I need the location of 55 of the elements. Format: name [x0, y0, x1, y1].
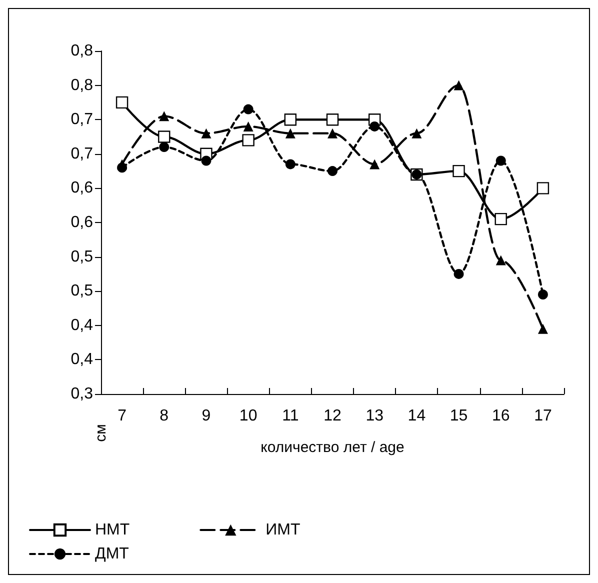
y-tick-label: 0,4 — [70, 316, 94, 334]
point — [454, 80, 464, 90]
y-tick-label: 0,5 — [70, 282, 94, 300]
y-tick-label: 0,5 — [70, 248, 94, 266]
legend-label: ДМТ — [95, 546, 130, 562]
point — [201, 156, 212, 166]
y-tick-label: 0,7 — [70, 145, 94, 162]
y-tick-label: 0,4 — [70, 351, 94, 368]
point — [158, 130, 170, 143]
y-axis-title: см — [92, 424, 110, 442]
legend-label: ИМТ — [266, 522, 300, 538]
point — [328, 128, 338, 138]
x-tick-label: 13 — [366, 408, 384, 424]
x-tick-label: 16 — [492, 408, 510, 424]
legend-label: НМТ — [95, 522, 130, 538]
point — [328, 166, 338, 176]
x-tick-label: 12 — [324, 408, 342, 424]
x-axis-title: количество лет / age — [260, 439, 404, 456]
point — [494, 212, 507, 226]
point — [538, 290, 548, 300]
y-tick-label: 0,6 — [70, 180, 94, 197]
point — [326, 114, 339, 126]
point — [496, 255, 506, 266]
point — [454, 268, 464, 279]
y-tick-label: 0,6 — [70, 214, 94, 231]
point — [370, 121, 380, 132]
y-tick-label: 0,3 — [70, 386, 94, 402]
point — [370, 159, 380, 170]
point — [159, 111, 170, 122]
point — [201, 128, 212, 138]
point — [536, 182, 550, 194]
point — [285, 159, 296, 170]
point — [496, 156, 506, 166]
x-tick-label: 9 — [202, 408, 211, 424]
point — [243, 104, 254, 114]
x-tick-label: 14 — [408, 408, 426, 424]
point — [117, 162, 128, 173]
x-tick-label: 15 — [450, 408, 468, 424]
point — [285, 128, 296, 138]
x-tick-label: 7 — [118, 408, 127, 424]
x-tick-label: 10 — [239, 408, 258, 424]
point — [116, 96, 128, 109]
y-tick-label: 0,7 — [70, 111, 94, 128]
point — [243, 121, 254, 132]
point — [412, 128, 422, 138]
point — [538, 324, 548, 334]
y-tick-label: 0,8 — [70, 76, 94, 94]
point — [159, 142, 170, 152]
x-tick-label: 8 — [160, 408, 169, 424]
x-tick-label: 11 — [282, 408, 299, 424]
point — [284, 114, 297, 126]
point — [452, 164, 465, 178]
point — [242, 134, 254, 146]
x-tick-label: 17 — [534, 408, 552, 424]
y-tick-label: 0,8 — [70, 42, 94, 60]
